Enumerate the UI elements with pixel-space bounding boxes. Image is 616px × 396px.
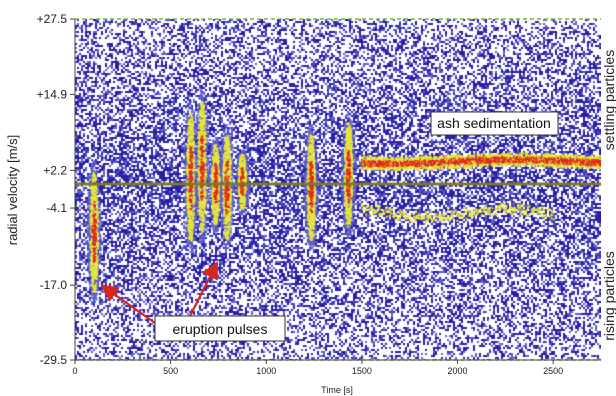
x-axis-ticks: 0 500 1000 1500 2000 2500	[72, 360, 563, 376]
plot-frame	[74, 18, 601, 361]
y-axis-ticks: +27.5 +14.9 +2.2 -4.1 -17.0 -29.5	[37, 12, 75, 367]
eruption-pulses-callout: eruption pulses	[154, 315, 286, 342]
x-tick-label: 500	[163, 366, 178, 376]
x-tick-label: 1500	[352, 366, 372, 376]
y-tick-label: +14.9	[37, 87, 68, 101]
x-tick-label: 2500	[543, 366, 563, 376]
eruption-pulse-arrows	[100, 261, 218, 324]
ash-sedimentation-box	[430, 111, 559, 136]
y-tick-label: -17.0	[40, 278, 68, 292]
x-tick-label: 0	[72, 366, 77, 376]
settling-particles-label: settling particles	[601, 50, 616, 150]
y-axis-title: radial velocity [m/s]	[5, 135, 20, 246]
velocity-spectrogram-heatmap	[75, 19, 601, 360]
y-tick-label: -29.5	[40, 353, 68, 367]
x-tick-label: 2000	[448, 366, 468, 376]
arrow-to-second-pulse	[189, 261, 218, 317]
eruption-pulses-box	[154, 315, 286, 342]
y-tick-label: -4.1	[46, 201, 67, 215]
y-tick-label: +2.2	[43, 163, 67, 177]
x-tick-label: 1000	[256, 366, 276, 376]
ash-sedimentation-callout: ash sedimentation	[430, 111, 559, 136]
x-axis-title: Time [s]	[321, 385, 353, 395]
rising-particles-label: rising particles	[601, 251, 616, 340]
eruption-pulses-text: eruption pulses	[173, 321, 268, 337]
arrow-to-first-pulse	[100, 284, 156, 324]
y-tick-label: +27.5	[37, 12, 68, 26]
ash-sedimentation-text: ash sedimentation	[437, 115, 551, 131]
